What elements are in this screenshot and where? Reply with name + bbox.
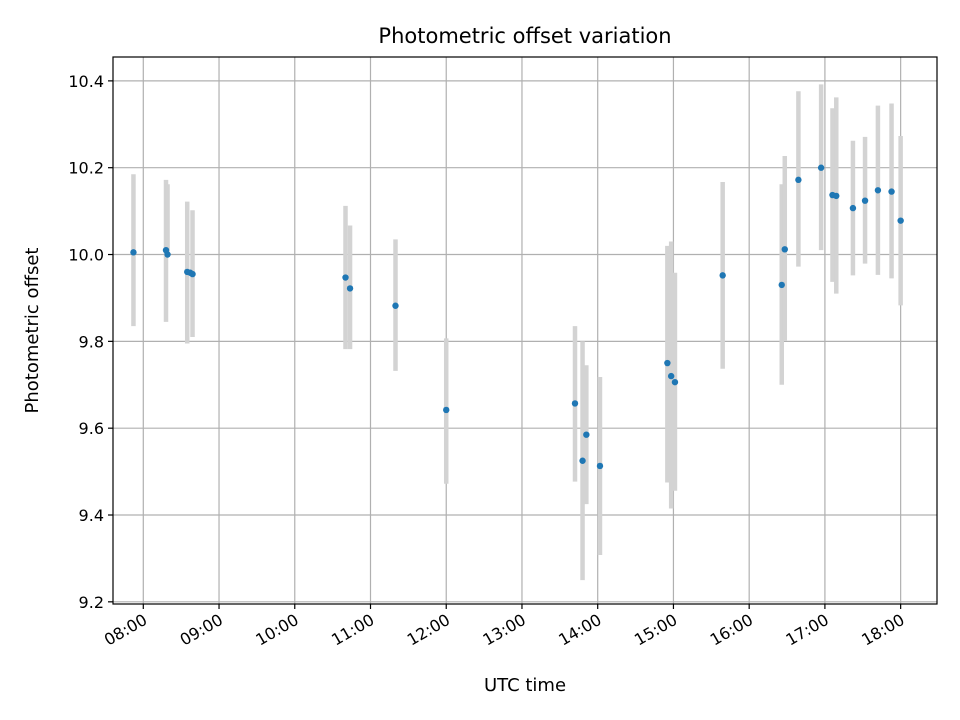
x-axis-label: UTC time <box>484 675 566 696</box>
x-axis-ticks: 08:00 09:00 10:00 11:00 12:00 13:00 14:00 15:00… <box>101 604 908 650</box>
data-point <box>189 270 196 278</box>
data-point <box>342 274 349 281</box>
plot-frame <box>112 56 938 605</box>
chart-title: Photometric offset variation <box>378 24 671 48</box>
data-point <box>874 187 882 194</box>
data-point <box>897 217 904 224</box>
data-point <box>861 197 869 204</box>
y-tick-label: 10.2 <box>68 159 104 178</box>
y-tick-label: 9.8 <box>79 332 104 351</box>
data-point <box>392 302 399 309</box>
data-point <box>579 457 586 464</box>
data-point <box>164 251 171 258</box>
data-point <box>781 246 788 253</box>
data-point <box>130 249 137 256</box>
y-axis-label: Photometric offset <box>22 248 43 414</box>
error-bars <box>131 84 903 581</box>
data-point <box>795 176 802 184</box>
x-tick-label: 12:00 <box>404 610 453 650</box>
y-tick-label: 10.4 <box>68 72 104 91</box>
x-tick-label: 11:00 <box>328 610 377 650</box>
data-point <box>817 164 825 171</box>
data-point <box>671 378 679 386</box>
x-tick-label: 10:00 <box>252 610 301 650</box>
x-tick-label: 08:00 <box>101 610 150 650</box>
y-tick-label: 9.2 <box>79 593 104 612</box>
y-tick-label: 9.4 <box>79 506 104 525</box>
data-point <box>596 462 604 470</box>
x-tick-label: 14:00 <box>555 610 604 650</box>
y-axis-ticks: 9.2 9.4 9.6 9.8 10.0 10.2 10.4 <box>68 72 113 612</box>
x-tick-label: 15:00 <box>631 610 680 650</box>
x-tick-label: 18:00 <box>858 610 907 650</box>
data-point <box>778 281 785 289</box>
data-point <box>888 188 895 195</box>
data-point <box>849 204 857 212</box>
grid <box>113 57 937 604</box>
data-point <box>833 192 840 200</box>
x-tick-label: 09:00 <box>177 610 226 650</box>
data-point <box>443 406 450 414</box>
data-point <box>664 359 671 367</box>
y-tick-label: 10.0 <box>68 246 104 265</box>
data-point <box>583 431 590 438</box>
y-tick-label: 9.6 <box>79 419 104 438</box>
x-tick-label: 17:00 <box>782 610 831 650</box>
data-point <box>667 372 675 380</box>
x-tick-label: 16:00 <box>707 610 756 650</box>
data-point <box>571 400 579 407</box>
data-point <box>719 272 726 279</box>
data-point <box>346 285 354 292</box>
x-tick-label: 13:00 <box>480 610 529 650</box>
data-points <box>130 164 904 470</box>
